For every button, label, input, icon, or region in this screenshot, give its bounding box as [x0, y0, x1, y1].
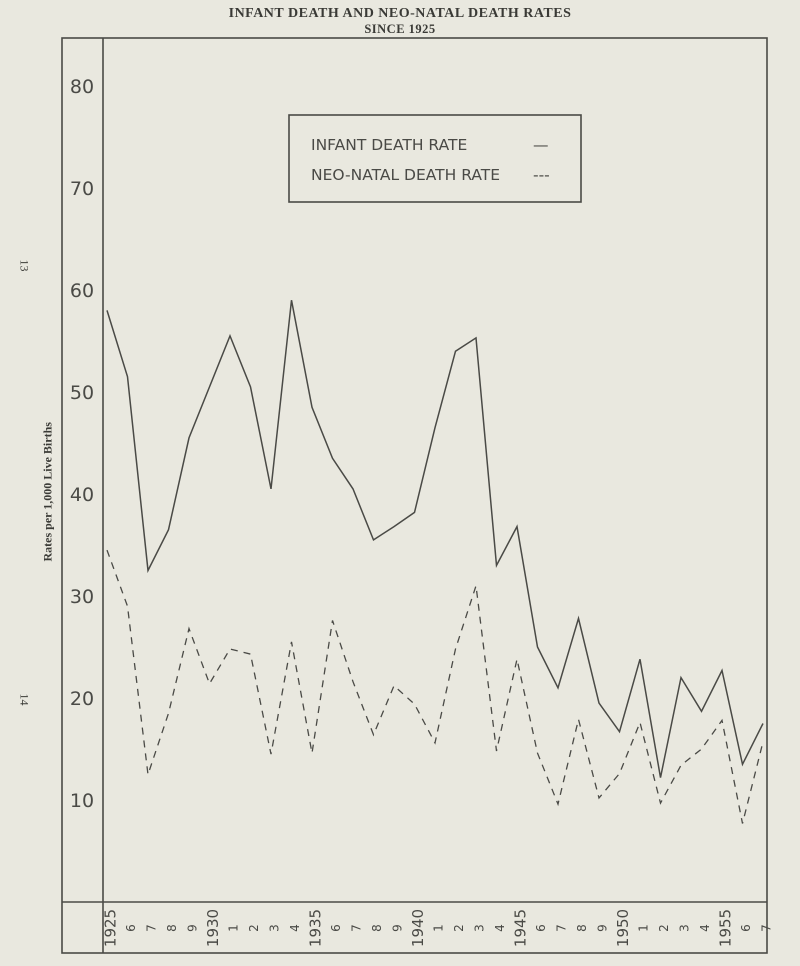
legend: INFANT DEATH RATE — NEO-NATAL DEATH RATE… [288, 114, 582, 203]
infant-death-rate-line [106, 300, 764, 778]
y-tick-label: 60 [70, 280, 94, 302]
x-tick-label: 1945 [512, 909, 530, 947]
legend-symbol-infant: — [533, 136, 549, 154]
legend-label-neonatal: NEO-NATAL DEATH RATE [311, 166, 500, 184]
y-tick-label: 20 [70, 688, 94, 710]
x-tick-label: 2 [657, 924, 671, 932]
y-tick-label: 40 [70, 484, 94, 506]
x-tick-label: 6 [329, 924, 343, 932]
x-tick-label: 4 [493, 924, 507, 932]
y-tick-label: 80 [70, 76, 94, 98]
x-tick-label: 1930 [204, 909, 222, 947]
x-tick-label: 7 [145, 924, 159, 932]
x-tick-label: 8 [575, 924, 589, 932]
y-tick-label: 30 [70, 586, 94, 608]
chart-frame [61, 37, 768, 954]
outer-frame [61, 37, 768, 954]
x-tick-label: 1950 [614, 909, 632, 947]
x-tick-label: 4 [288, 924, 302, 932]
y-tick-labels: 10 20 30 40 50 60 70 80 [70, 76, 94, 812]
x-tick-label: 2 [247, 924, 261, 932]
y-tick-label: 10 [70, 790, 94, 812]
x-tick-label: 6 [124, 924, 138, 932]
x-tick-labels: 1925 6 7 8 9 1930 1 2 3 4 1935 6 7 8 9 1940 1 2 3 4 1945 6 7 8 9… [102, 909, 774, 947]
x-tick-label: 3 [268, 924, 282, 932]
x-tick-label: 8 [165, 924, 179, 932]
x-tick-label: 2 [452, 924, 466, 932]
x-tick-label: 9 [391, 924, 405, 932]
x-tick-label: 6 [739, 924, 753, 932]
x-tick-label: 9 [596, 924, 610, 932]
series-lines [106, 300, 764, 824]
x-tick-label: 1955 [717, 909, 735, 947]
x-tick-label: 9 [186, 924, 200, 932]
x-tick-label: 7 [555, 924, 569, 932]
x-tick-label: 1940 [409, 909, 427, 947]
x-tick-label: 8 [370, 924, 384, 932]
x-tick-label: 6 [534, 924, 548, 932]
legend-symbol-neonatal: --- [533, 166, 550, 184]
x-tick-label: 7 [350, 924, 364, 932]
x-tick-label: 3 [678, 924, 692, 932]
y-tick-label: 70 [70, 178, 94, 200]
chart-title: INFANT DEATH AND NEO-NATAL DEATH RATES [228, 6, 572, 21]
chart-subtitle: SINCE 1925 [364, 22, 436, 36]
legend-label-infant: INFANT DEATH RATE [311, 136, 467, 154]
x-tick-label: 1 [227, 924, 241, 932]
x-tick-label: 3 [473, 924, 487, 932]
x-tick-label: 1 [432, 924, 446, 932]
legend-box [288, 114, 582, 203]
x-tick-label: 1935 [307, 909, 325, 947]
neonatal-death-rate-line [106, 549, 764, 824]
y-tick-label: 50 [70, 382, 94, 404]
x-tick-label: 1 [637, 924, 651, 932]
x-tick-label: 7 [760, 924, 774, 932]
x-tick-label: 1925 [102, 909, 120, 947]
x-tick-label: 4 [698, 924, 712, 932]
